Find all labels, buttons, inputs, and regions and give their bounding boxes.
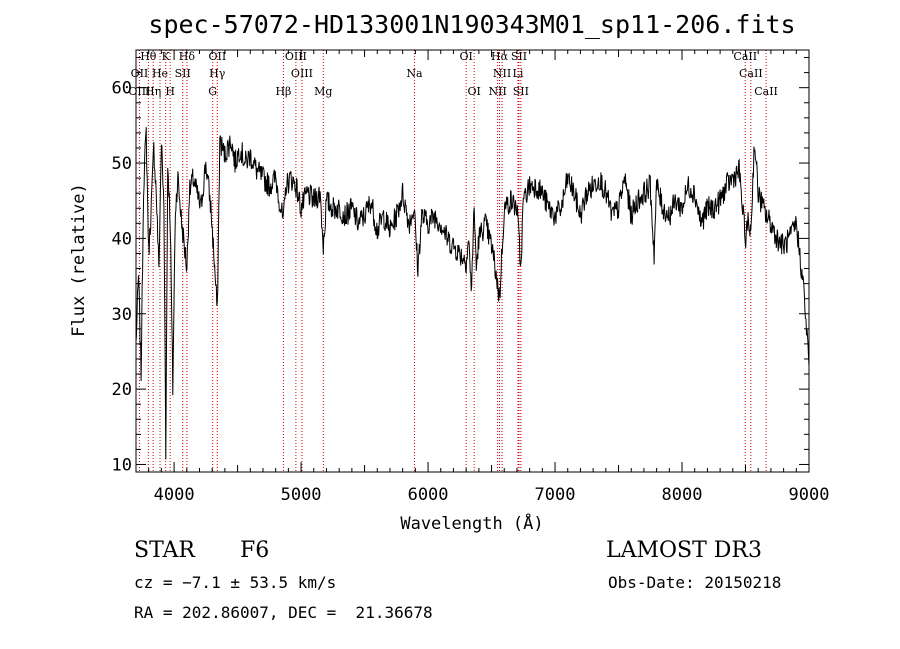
y-tick-label: 10: [112, 455, 132, 475]
x-tick-label: 5000: [281, 485, 322, 505]
line-label: Hα: [491, 50, 509, 63]
line-label: Hδ: [179, 50, 196, 63]
line-label: He: [152, 67, 168, 80]
line-label: Na: [406, 67, 423, 80]
line-label: OIII: [291, 67, 313, 80]
line-label: OI: [459, 50, 472, 63]
line-label: NII: [488, 85, 506, 98]
line-label: OI: [467, 85, 480, 98]
flux-series-line: [135, 127, 810, 460]
x-tick-label: 4000: [154, 485, 195, 505]
spectrum-chart: spec-57072-HD133001N190343M01_sp11-206.f…: [69, 10, 830, 534]
obs-date-text: Obs-Date: 20150218: [608, 573, 782, 592]
coordinates-text: RA = 202.86007, DEC = 21.36678: [134, 603, 433, 622]
line-label: SII: [513, 85, 529, 98]
line-label: K: [162, 50, 171, 63]
redshift-text: cz = −7.1 ± 53.5 km/s: [134, 573, 337, 592]
y-tick-label: 50: [112, 154, 132, 174]
x-tick-label: 9000: [789, 485, 830, 505]
y-tick-label: 60: [112, 79, 132, 99]
survey-name: LAMOST DR3: [606, 538, 762, 563]
x-axis-label: Wavelength (Å): [400, 512, 543, 534]
y-tick-label: 20: [112, 380, 132, 400]
y-tick-label: 40: [112, 229, 132, 249]
line-label: OIII: [128, 85, 150, 98]
line-label: OII: [209, 50, 227, 63]
line-label: NII: [493, 67, 511, 80]
y-tick-label: 30: [112, 305, 132, 325]
chart-title: spec-57072-HD133001N190343M01_sp11-206.f…: [148, 10, 795, 39]
x-tick-label: 7000: [535, 485, 576, 505]
line-label: Hη: [145, 85, 161, 98]
line-label: H: [165, 85, 175, 98]
object-subclass: F6: [240, 538, 270, 563]
line-label: CaII: [754, 85, 778, 98]
y-axis-label: Flux (relative): [69, 183, 89, 337]
x-axis-ticks: 4000 5000 6000 7000 8000 9000: [148, 50, 830, 505]
line-label: Hγ: [209, 67, 226, 80]
x-tick-label: 8000: [662, 485, 703, 505]
line-label: G: [208, 85, 217, 98]
line-label: Hβ: [275, 85, 291, 98]
line-label: CaII: [739, 67, 763, 80]
plot-frame: [135, 49, 810, 473]
line-label: Mg: [314, 85, 332, 98]
line-label: Hθ: [140, 50, 157, 63]
object-class: STAR: [134, 538, 195, 563]
line-label: SII: [511, 50, 527, 63]
line-label: SII: [175, 67, 191, 80]
line-label: Li: [513, 67, 524, 80]
x-tick-label: 6000: [408, 485, 449, 505]
line-label: OII: [131, 67, 149, 80]
y-axis-ticks: 10 20 30 40 50 60: [112, 57, 809, 475]
emission-line-markers: [138, 50, 767, 472]
